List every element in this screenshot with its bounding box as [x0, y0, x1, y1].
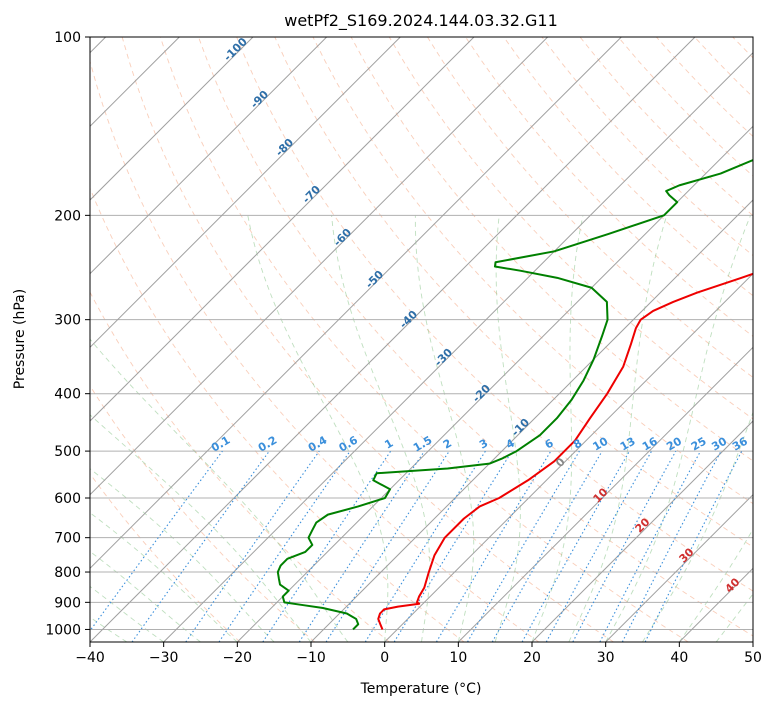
- isotherm-line: [90, 37, 549, 496]
- isotherm-line: [531, 420, 753, 642]
- x-tick-label: 10: [449, 650, 467, 666]
- isotherm-line: [457, 346, 753, 642]
- mixing-ratio-line: [262, 450, 392, 642]
- moist-adiabat-line: [678, 528, 753, 642]
- x-tick-label: −20: [223, 650, 253, 666]
- y-tick-label: 300: [54, 313, 81, 329]
- mixing-ratio-lines: [90, 450, 743, 642]
- y-tick-label: 100: [54, 30, 81, 46]
- x-tick-label: −10: [296, 650, 326, 666]
- moist-adiabat-line: [247, 215, 389, 642]
- skewed-isotherms: [90, 37, 753, 642]
- dry-adiabat-line: [90, 384, 315, 642]
- moist-adiabat-line: [90, 512, 238, 642]
- isotherm-line: [90, 37, 254, 201]
- dry-adiabat-line: [159, 37, 689, 642]
- isotherm-line: [236, 125, 753, 642]
- dry-adiabat-line: [90, 59, 540, 642]
- y-tick-label: 1000: [45, 622, 81, 638]
- moist-adiabat-line: [90, 414, 312, 642]
- dry-adiabat-line: [274, 37, 753, 548]
- x-tick-label: 20: [523, 650, 541, 666]
- y-axis-title: Pressure (hPa): [12, 289, 28, 389]
- isotherm-line: [90, 37, 622, 570]
- x-axis-title: Temperature (°C): [360, 681, 482, 697]
- mixing-ratio-line: [131, 450, 270, 642]
- dry-adiabat-line: [503, 37, 753, 297]
- mixing-ratio-line: [393, 450, 513, 642]
- moist-adiabat-line: [605, 215, 751, 642]
- isotherm-line: [90, 37, 328, 275]
- y-tick-label: 700: [54, 531, 81, 547]
- moist-adiabat-line: [90, 338, 349, 642]
- y-tick-label: 600: [54, 491, 81, 507]
- y-tick-label: 400: [54, 387, 81, 403]
- moist-adiabat-line: [90, 468, 275, 642]
- y-tick-label: 500: [54, 444, 81, 460]
- moist-adiabat-line: [531, 215, 584, 642]
- moist-adiabat-line: [494, 215, 521, 642]
- x-axis-ticks: −40 −30 −20 −10 0 10 20 30 40 50: [75, 642, 762, 666]
- isotherm-line: [605, 493, 753, 642]
- moist-adiabat-line: [331, 215, 431, 642]
- isotherm-line: [90, 37, 401, 349]
- dry-adiabat-line: [90, 291, 390, 642]
- mixing-ratio-line: [90, 450, 223, 632]
- mixing-ratio-line: [644, 450, 743, 642]
- moist-adiabat-line: [715, 593, 753, 642]
- dry-adiabats: [90, 37, 753, 642]
- grid-lines: [90, 37, 753, 630]
- mixing-ratio-line: [298, 450, 425, 642]
- mixing-ratio-line: [218, 450, 351, 642]
- x-tick-label: −40: [75, 650, 105, 666]
- dry-adiabat-line: [465, 37, 753, 337]
- dewpoint-profile-line: [276, 159, 753, 631]
- dry-adiabat-line: [388, 37, 753, 420]
- isotherm-line: [384, 272, 753, 642]
- dry-adiabat-line: [90, 472, 241, 642]
- chart-title: wetPf2_S169.2024.144.03.32.G11: [284, 11, 558, 31]
- y-tick-label: 900: [54, 595, 81, 611]
- x-tick-label: 50: [744, 650, 762, 666]
- dry-adiabat-line: [236, 37, 753, 592]
- isotherm-line: [163, 51, 753, 642]
- temperature-profile-line: [377, 272, 753, 630]
- moist-adiabat-line: [90, 550, 201, 642]
- isotherm-line: [310, 199, 753, 642]
- y-tick-label: 800: [54, 565, 81, 581]
- dry-adiabat-line: [90, 187, 465, 642]
- dry-adiabat-line: [121, 37, 614, 642]
- x-tick-label: 0: [380, 650, 389, 666]
- x-tick-label: 30: [597, 650, 615, 666]
- dry-adiabat-line: [350, 37, 753, 462]
- plot-frame: [89, 36, 754, 643]
- mixing-ratio-line: [545, 450, 653, 642]
- isotherm-line: [90, 37, 696, 642]
- mixing-ratio-line: [521, 450, 630, 642]
- moist-adiabat-line: [414, 215, 475, 642]
- x-tick-label: −30: [149, 650, 179, 666]
- y-axis-ticks: 100 200 300 400 500 600 700 800 900 1000: [45, 30, 90, 638]
- dry-adiabat-line: [312, 37, 753, 505]
- isotherm-line: [90, 37, 475, 422]
- mixing-ratio-line: [185, 450, 320, 642]
- y-tick-label: 200: [54, 208, 81, 224]
- profile-series: [276, 159, 753, 631]
- mixing-ratio-line: [572, 450, 677, 642]
- mixing-ratio-line: [325, 450, 450, 642]
- x-tick-label: 40: [670, 650, 688, 666]
- moist-adiabats: [90, 215, 753, 642]
- moist-adiabat-line: [568, 215, 668, 642]
